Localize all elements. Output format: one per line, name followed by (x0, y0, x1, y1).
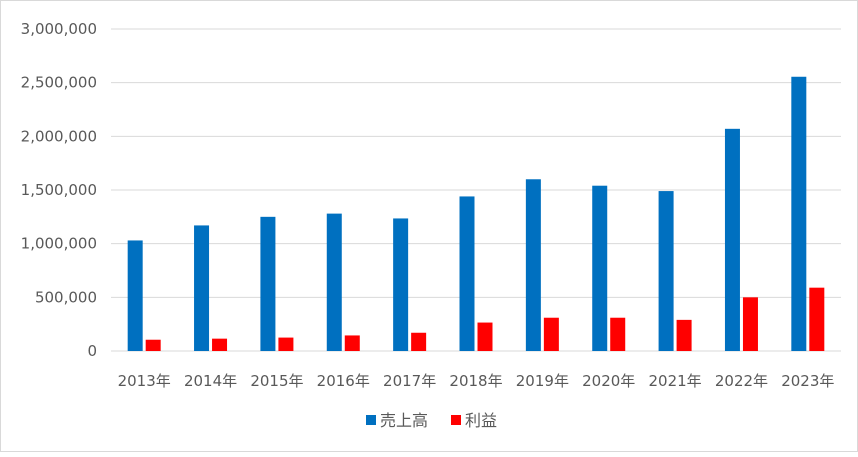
bar-sales (194, 225, 210, 351)
bar-profit (145, 339, 161, 351)
gridlines (111, 28, 841, 352)
bar-profit (543, 317, 559, 351)
y-tick-label: 3,000,000 (21, 20, 97, 38)
x-tick-label: 2019年 (516, 372, 569, 390)
x-tick-label: 2023年 (781, 372, 834, 390)
y-axis-tick-labels: 0 500,000 1,000,000 1,500,000 2,000,000 2,500… (21, 20, 97, 360)
bar-profit (477, 322, 493, 351)
x-tick-label: 2014年 (184, 372, 237, 390)
x-axis-tick-labels: 2013年 2014年 2015年 2016年 2017年 2018年 2019年 2020年… (118, 372, 835, 390)
bar-profit (809, 287, 825, 351)
bar-sales (592, 185, 608, 351)
bar-sales (393, 218, 409, 351)
bar-profit (610, 317, 626, 351)
bar-sales (260, 216, 276, 351)
y-tick-label: 2,000,000 (21, 127, 97, 145)
x-tick-label: 2015年 (250, 372, 303, 390)
bar-sales (326, 213, 342, 351)
bar-profit (212, 338, 228, 351)
legend-swatch-profit (451, 415, 461, 425)
bar-sales (127, 240, 143, 351)
bars (127, 76, 825, 351)
x-tick-label: 2013年 (118, 372, 171, 390)
y-tick-label: 2,500,000 (21, 74, 97, 92)
y-tick-label: 1,500,000 (21, 181, 97, 199)
bar-sales (791, 76, 807, 351)
x-tick-label: 2020年 (582, 372, 635, 390)
bar-sales (525, 179, 541, 351)
legend-label-profit: 利益 (465, 411, 497, 430)
legend: 売上高 利益 (366, 411, 497, 430)
x-tick-label: 2018年 (449, 372, 502, 390)
x-tick-label: 2022年 (715, 372, 768, 390)
bar-profit (344, 335, 360, 351)
y-tick-label: 500,000 (35, 288, 97, 306)
bar-sales (658, 191, 674, 351)
bar-profit (742, 297, 758, 351)
legend-swatch-sales (366, 415, 376, 425)
y-tick-label: 1,000,000 (21, 235, 97, 253)
bar-profit (411, 332, 427, 351)
bar-sales (724, 128, 740, 351)
legend-label-sales: 売上高 (380, 411, 428, 430)
bar-profit (278, 337, 294, 351)
bar-sales (459, 196, 475, 351)
x-tick-label: 2016年 (317, 372, 370, 390)
y-tick-label: 0 (87, 342, 97, 360)
x-tick-label: 2017年 (383, 372, 436, 390)
bar-profit (676, 319, 692, 351)
x-tick-label: 2021年 (648, 372, 701, 390)
